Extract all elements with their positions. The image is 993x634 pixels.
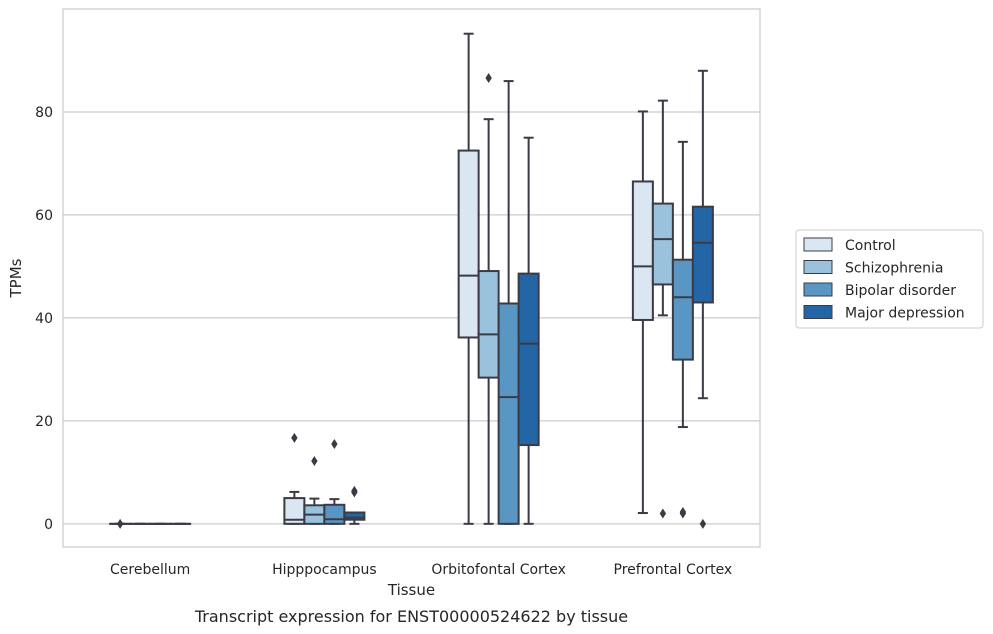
series-schizophrenia [129, 72, 674, 525]
y-tick-labels: 0 20 40 60 80 [35, 105, 53, 533]
box-iqr [497, 302, 520, 525]
legend-label: Control [845, 238, 896, 254]
outlier-point [311, 456, 318, 467]
box-plot [651, 99, 674, 519]
x-tick-labels: Cerebellum Hipppocampus Orbitofontal Corte… [110, 562, 732, 578]
legend-label: Major depression [845, 306, 965, 322]
plot-area-frame [62, 8, 761, 548]
box-plot [283, 432, 306, 525]
y-tick-label: 60 [35, 208, 53, 224]
box-plot-groups [109, 32, 714, 529]
box-iqr [477, 270, 500, 379]
box-iqr [323, 503, 346, 525]
box-plot [671, 140, 694, 519]
legend-swatch [803, 237, 833, 252]
box-iqr [631, 180, 654, 321]
legend: Control Schizophrenia Bipolar disorder Majo… [795, 229, 984, 329]
y-tick-label: 20 [35, 414, 53, 430]
legend-label: Schizophrenia [845, 261, 943, 277]
box-iqr [517, 272, 540, 447]
legend-swatch [803, 305, 833, 319]
x-tick-label: Prefrontal Cortex [614, 562, 733, 578]
box-plot [691, 69, 714, 529]
outlier-point [331, 439, 338, 450]
box-plot [323, 439, 346, 525]
x-tick-label: Hipppocampus [272, 562, 377, 578]
chart-caption: Transcript expression for ENST0000052462… [194, 607, 628, 626]
legend-swatch [803, 260, 833, 274]
box-plot [517, 136, 540, 525]
box-iqr [671, 258, 694, 361]
x-tick-label: Orbitofontal Cortex [431, 562, 566, 578]
y-tick-label: 80 [35, 105, 53, 121]
box-iqr [457, 149, 480, 339]
box-plot [343, 485, 366, 525]
box-iqr [651, 202, 674, 286]
outlier-point [699, 518, 707, 529]
box-iqr [343, 511, 366, 521]
outlier-point [351, 485, 358, 496]
outlier-point [116, 518, 124, 529]
legend-frame [795, 229, 984, 329]
outlier-point [679, 508, 687, 519]
box-plot [497, 80, 520, 525]
series-major-depression [169, 69, 714, 529]
box-plot [631, 110, 654, 515]
series-bipolar-disorder [149, 80, 694, 525]
legend-swatch [803, 282, 833, 297]
box-plot [303, 456, 326, 525]
box-plot [109, 518, 132, 529]
outlier-point [485, 72, 492, 83]
y-tick-label: 0 [44, 517, 53, 533]
series-control [109, 32, 654, 529]
outlier-point [659, 508, 667, 519]
box-plot [477, 72, 500, 525]
x-axis-label: Tissue [387, 581, 435, 599]
legend-label: Bipolar disorder [845, 283, 956, 299]
y-axis-label: TPMs [7, 258, 25, 298]
box-iqr [691, 205, 714, 304]
box-plot [457, 32, 480, 525]
y-tick-label: 40 [35, 311, 53, 327]
grid-lines [63, 111, 760, 525]
outlier-point [291, 432, 298, 443]
x-tick-label: Cerebellum [110, 562, 190, 578]
